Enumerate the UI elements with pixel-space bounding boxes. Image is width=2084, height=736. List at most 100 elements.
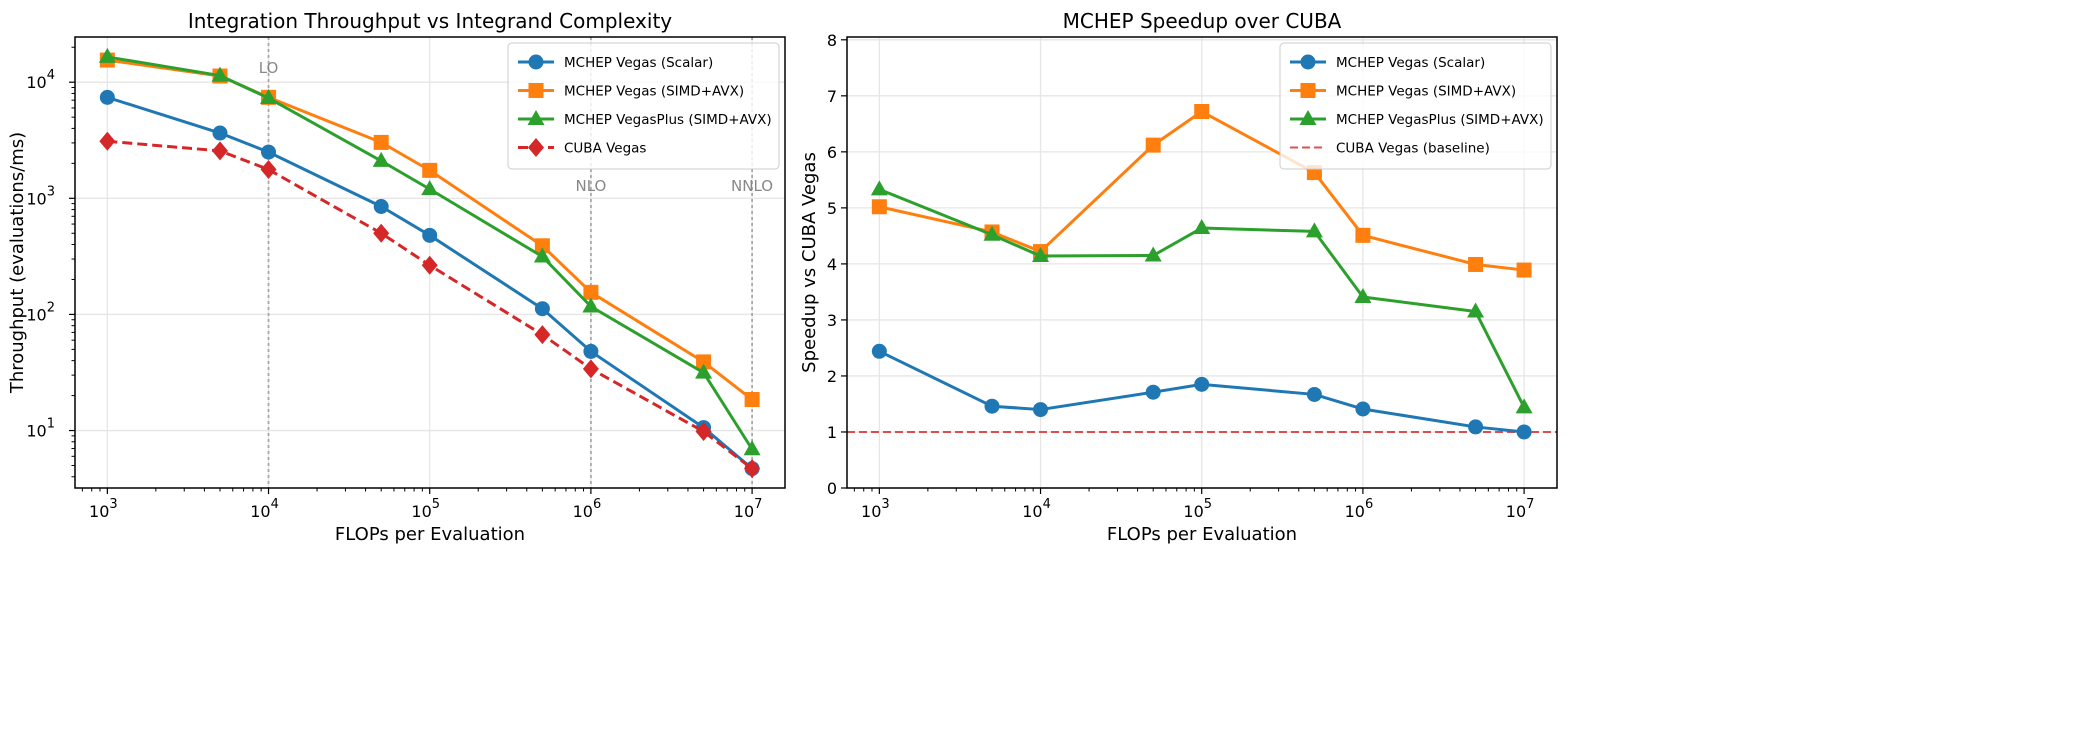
data-point <box>1516 424 1532 440</box>
data-point <box>744 459 761 479</box>
data-point <box>744 392 760 408</box>
data-point <box>422 162 438 178</box>
x-tick-label: 106 <box>573 497 602 521</box>
legend-label: MCHEP Vegas (SIMD+AVX) <box>1336 84 1516 100</box>
data-point <box>98 47 116 63</box>
legend-label: MCHEP VegasPlus (SIMD+AVX) <box>1336 112 1544 128</box>
data-point <box>422 227 438 243</box>
data-point <box>582 359 599 379</box>
data-point <box>534 325 551 345</box>
x-tick-label: 104 <box>250 497 279 521</box>
data-point <box>534 301 550 317</box>
data-point <box>1354 287 1372 303</box>
data-point <box>870 180 888 196</box>
data-point <box>1355 227 1371 243</box>
data-point <box>261 144 277 160</box>
data-point <box>695 422 712 442</box>
legend-label: CUBA Vegas <box>564 141 646 157</box>
y-axis-label: Throughput (evaluations/ms) <box>7 132 28 394</box>
y-tick-label: 102 <box>26 300 55 324</box>
chart-title: MCHEP Speedup over CUBA <box>1063 9 1342 33</box>
y-tick-label: 5 <box>827 199 837 218</box>
data-point <box>743 440 761 456</box>
data-point <box>1355 401 1371 417</box>
y-tick-label: 104 <box>26 68 55 92</box>
y-tick-label: 8 <box>827 31 837 50</box>
x-tick-label: 107 <box>734 497 763 521</box>
data-point <box>373 223 390 243</box>
y-tick-label: 103 <box>26 184 55 208</box>
data-point <box>99 131 116 151</box>
data-point <box>1468 419 1484 435</box>
series-mchep-vegasplus-simd-avx- <box>98 47 761 456</box>
y-tick-label: 4 <box>827 255 837 274</box>
data-point <box>421 255 438 275</box>
data-point <box>871 199 887 215</box>
data-point <box>984 398 1000 414</box>
data-point <box>871 343 887 359</box>
data-point <box>260 89 278 105</box>
legend: MCHEP Vegas (Scalar) MCHEP Vegas (SIMD+AV… <box>1279 42 1552 170</box>
chart-title: Integration Throughput vs Integrand Comp… <box>188 9 672 33</box>
y-tick-label: 2 <box>827 367 837 386</box>
data-point <box>1306 386 1322 402</box>
legend-marker <box>1299 110 1317 125</box>
chart-panel-2: 103 104 105 106 107 0 1 2 3 4 5 6 7 8 MCHEP Speedup ov… <box>799 9 1558 545</box>
data-point <box>373 134 389 150</box>
x-tick-label: 103 <box>89 497 118 521</box>
x-tick-label: 104 <box>1022 497 1051 521</box>
data-point <box>372 151 390 167</box>
legend-label: MCHEP Vegas (SIMD+AVX) <box>564 84 744 100</box>
y-axis-label: Speedup vs CUBA Vegas <box>799 152 820 373</box>
legend-box <box>1279 42 1552 170</box>
data-point <box>1032 247 1050 263</box>
data-point <box>1193 219 1211 235</box>
series-cuba-vegas <box>99 131 761 479</box>
y-tick-label: 6 <box>827 143 837 162</box>
annotation-label: LO <box>259 59 279 77</box>
data-point <box>1516 262 1532 278</box>
data-point <box>533 247 551 263</box>
data-point <box>1467 302 1485 318</box>
legend-label: MCHEP Vegas (Scalar) <box>1336 55 1485 71</box>
x-axis-label: FLOPs per Evaluation <box>1107 524 1297 545</box>
x-tick-label: 103 <box>861 497 890 521</box>
data-point <box>1145 384 1161 400</box>
data-point <box>1194 104 1210 120</box>
series-mchep-vegasplus-simd-avx- <box>870 180 1533 414</box>
y-tick-label: 3 <box>827 311 837 330</box>
legend-marker <box>528 54 544 70</box>
x-tick-label: 107 <box>1506 497 1535 521</box>
y-tick-label: 1 <box>827 423 837 442</box>
legend-marker <box>1300 54 1316 70</box>
x-tick-label: 105 <box>411 497 440 521</box>
data-point <box>583 343 599 359</box>
legend-marker <box>1300 83 1316 98</box>
data-point <box>212 141 229 161</box>
x-tick-label: 105 <box>1183 497 1212 521</box>
chart-panel-1: LO NLO NNLO 103 104 105 106 107 101 102 103 104 Inte… <box>7 9 786 545</box>
data-point <box>1515 398 1533 414</box>
data-point <box>211 66 229 82</box>
annotation-label: NNLO <box>731 177 773 195</box>
legend-label: MCHEP VegasPlus (SIMD+AVX) <box>564 112 772 128</box>
data-point <box>583 284 599 300</box>
data-point <box>1468 256 1484 272</box>
data-point <box>696 354 712 370</box>
annotation-label: NLO <box>575 177 606 195</box>
data-point <box>212 125 228 141</box>
legend-label: CUBA Vegas (baseline) <box>1336 141 1490 157</box>
legend-label: MCHEP Vegas (Scalar) <box>564 55 713 71</box>
y-tick-label: 101 <box>26 417 55 441</box>
data-point <box>1144 246 1162 262</box>
y-tick-label: 7 <box>827 87 837 106</box>
legend: MCHEP Vegas (Scalar) MCHEP Vegas (SIMD+AV… <box>507 42 780 170</box>
data-point <box>983 225 1001 241</box>
legend-marker <box>528 138 544 157</box>
y-tick-label: 0 <box>827 479 837 498</box>
data-point <box>99 89 115 105</box>
series-mchep-vegas-scalar- <box>871 343 1532 440</box>
data-point <box>1145 137 1161 153</box>
